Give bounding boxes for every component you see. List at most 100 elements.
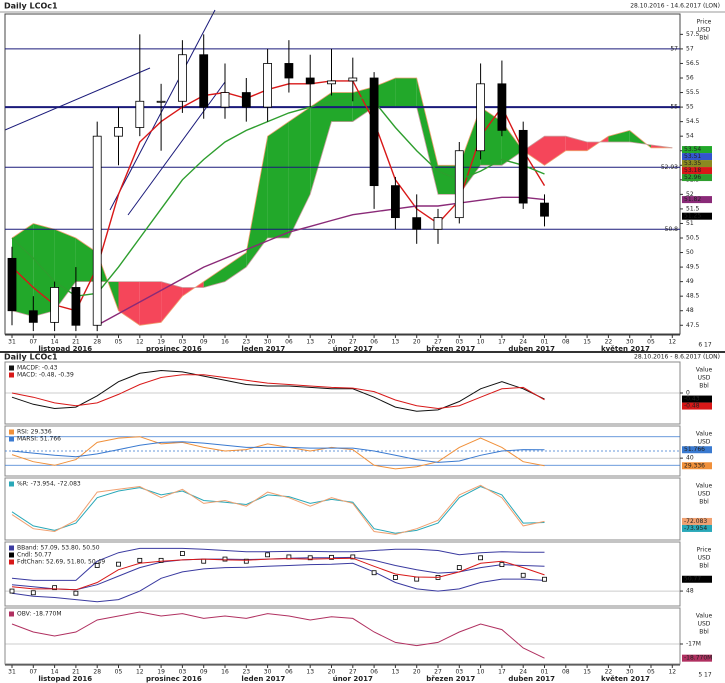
- value-box: [682, 395, 712, 403]
- panel-frame: [4, 607, 681, 665]
- x-tick-label: 27: [434, 669, 442, 676]
- chart-title: Daily LCOc1: [4, 2, 58, 11]
- x-tick-label: 13: [392, 669, 400, 676]
- x-tick-label: 12: [136, 339, 144, 346]
- candle-body: [177, 54, 187, 102]
- month-label: prosinec 2016: [146, 345, 202, 353]
- candle-marker: [499, 562, 505, 568]
- value-box-label: 53.18: [684, 167, 701, 174]
- axis-label: Value: [696, 367, 713, 374]
- x-tick-label: 27: [349, 669, 357, 676]
- x-tick-label: 31: [8, 339, 16, 346]
- x-tick-label: 19: [157, 669, 165, 676]
- candle-marker: [265, 552, 271, 558]
- cloud-segment: [374, 78, 396, 108]
- y-tick-label: 52: [686, 191, 694, 198]
- month-label: leden 2017: [241, 345, 285, 353]
- candle-body: [348, 77, 358, 82]
- candle-marker: [94, 563, 100, 568]
- x-tick-label: 05: [647, 339, 655, 346]
- value-box-label: 51.82: [684, 196, 701, 203]
- y-tick-label: 57.5: [686, 31, 700, 38]
- legend-swatch: [9, 365, 14, 371]
- value-box: [682, 212, 712, 220]
- legend-label: Cndl: 50.77: [17, 552, 52, 559]
- month-label: únor 2017: [333, 345, 373, 353]
- candle-body: [7, 257, 17, 312]
- candle-body: [433, 217, 443, 230]
- candle-marker: [542, 576, 547, 582]
- candle-marker: [392, 575, 398, 580]
- candle-marker: [307, 555, 313, 561]
- candle-body: [305, 77, 315, 85]
- chart-title: Daily LCOc1: [4, 353, 58, 362]
- candle-body: [241, 92, 251, 108]
- value-box-label: 53.51: [684, 153, 701, 160]
- candle-marker: [179, 551, 185, 556]
- plot-frame: [4, 13, 681, 335]
- x-tick-label: 09: [200, 669, 208, 676]
- trend-line: [109, 9, 216, 211]
- x-tick-label: 03: [455, 669, 463, 676]
- x-tick-label: 27: [434, 339, 442, 346]
- cloud-segment: [608, 130, 630, 142]
- value-box: [682, 167, 712, 175]
- cloud-segment: [395, 78, 417, 108]
- axis-label: USD: [698, 621, 711, 628]
- value-box-label: 29.336: [684, 462, 705, 469]
- x-tick-label: 01: [541, 669, 549, 676]
- x-tick-label: 10: [477, 339, 485, 346]
- candle-body: [156, 100, 166, 103]
- value-box-label: -0.43: [684, 396, 700, 403]
- x-tick-label: 28: [93, 339, 101, 346]
- y-tick-label: 48.5: [686, 293, 700, 300]
- legend-label: BBand: 57.09, 53.80, 50.50: [17, 545, 100, 552]
- y-tick-label: 56.5: [686, 60, 700, 67]
- x-tick-label: 15: [583, 669, 591, 676]
- indicator-line: [11, 485, 545, 534]
- value-box-label: 53.54: [684, 146, 701, 153]
- x-tick-label: 12: [668, 669, 676, 676]
- x-tick-label: 21: [72, 669, 80, 676]
- x-tick-label: 20: [328, 339, 336, 346]
- month-label: květen 2017: [601, 675, 650, 683]
- x-tick-label: 05: [115, 669, 123, 676]
- y-tick-label: 57: [686, 45, 694, 52]
- indicator-line: [11, 562, 545, 603]
- value-box-label: 51.25: [684, 213, 701, 220]
- y-tick-label: 40: [686, 455, 694, 462]
- axis-label: Value: [696, 431, 713, 438]
- x-tick-label: 13: [306, 669, 314, 676]
- y-tick-label: 48: [686, 588, 694, 595]
- candle-body: [92, 135, 102, 326]
- x-tick-label: 12: [136, 669, 144, 676]
- cloud-segment: [161, 281, 183, 323]
- candle-marker: [456, 565, 462, 570]
- x-tick-label: 22: [605, 669, 613, 676]
- y-tick-label: 50.5: [686, 235, 700, 242]
- x-tick-label: 23: [242, 339, 250, 346]
- date-range: 28.10.2016 - 8.6.2017 (LON): [634, 354, 720, 361]
- cloud-segment: [246, 136, 268, 268]
- candle-marker: [222, 556, 228, 562]
- legend-swatch: [9, 429, 14, 435]
- x-tick-label: 14: [51, 339, 59, 346]
- candle-body: [220, 92, 230, 108]
- candle-marker: [201, 558, 207, 564]
- candle-marker: [520, 572, 526, 578]
- month-label: prosinec 2016: [146, 675, 202, 683]
- axis-label: USD: [698, 491, 711, 498]
- candle-marker: [73, 590, 79, 596]
- candle-body: [284, 63, 294, 79]
- candle-body: [71, 287, 81, 326]
- cloud-segment: [75, 238, 98, 282]
- candle-body: [50, 287, 59, 323]
- value-box: [682, 196, 712, 204]
- candle-body: [327, 80, 336, 85]
- axis-end-label: 5 17: [698, 672, 712, 679]
- x-tick-label: 24: [519, 669, 527, 676]
- x-tick-label: 16: [221, 339, 229, 346]
- legend-label: FdtChan: 52.69, 51.80, 50.49: [17, 559, 105, 566]
- month-label: listopad 2016: [38, 345, 92, 353]
